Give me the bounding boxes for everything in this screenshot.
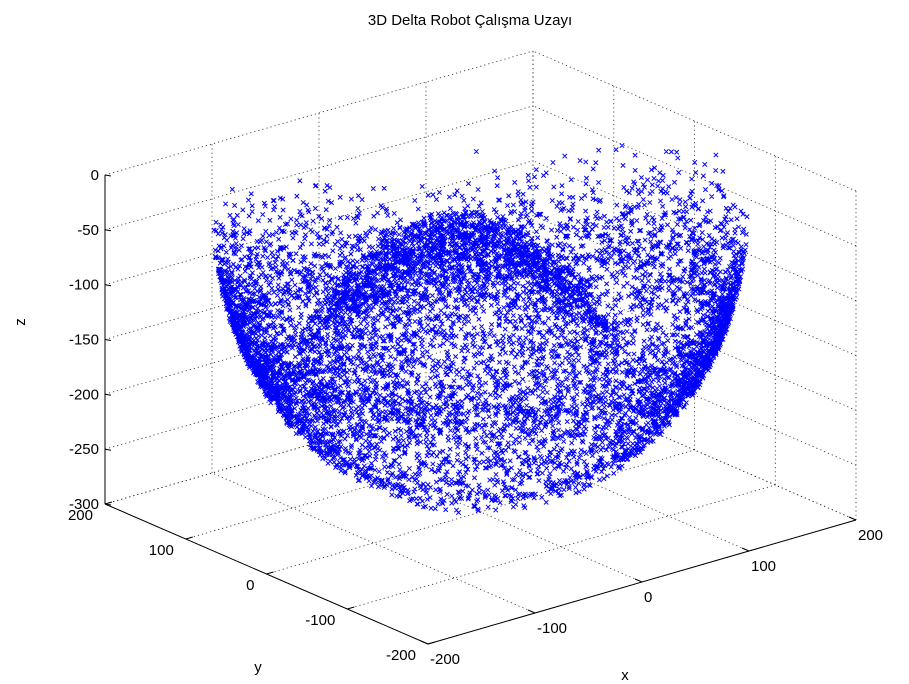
y-tick-mark [347, 606, 355, 610]
x-tick-label: -200 [430, 651, 460, 668]
z-tick-labels: -300 -250 -200 -150 -100 -50 0 [69, 167, 112, 513]
z-tick-label: -250 [69, 441, 99, 458]
x-tick-labels: -200 -100 0 100 200 [420, 516, 883, 668]
grid-line [532, 50, 857, 192]
x-tick-mark [848, 516, 857, 521]
z-axis-label: z [12, 318, 29, 326]
grid-line [104, 50, 534, 176]
y-axis-label: y [254, 659, 262, 676]
grid-line [104, 160, 534, 286]
scatter-markers [211, 143, 750, 516]
x-tick-mark [420, 640, 429, 645]
x-tick-mark [527, 609, 536, 614]
grid-line [104, 105, 534, 231]
x-tick-label: 200 [858, 527, 883, 544]
z-tick-mark [104, 174, 112, 177]
y-tick-label: 0 [246, 577, 254, 594]
y-tick-mark [104, 501, 113, 505]
y-tick-mark [185, 536, 193, 540]
z-tick-label: -200 [69, 386, 99, 403]
x-tick-mark [741, 547, 750, 552]
z-tick-label: -50 [77, 222, 99, 239]
x-axis-label: x [621, 667, 629, 684]
z-tick-mark [104, 448, 112, 451]
x-tick-label: 0 [644, 589, 652, 606]
y-tick-label: -100 [305, 612, 335, 629]
x-tick-label: -100 [537, 620, 567, 637]
z-tick-mark [104, 229, 112, 232]
z-tick-label: -300 [69, 496, 99, 513]
y-tick-label: 100 [149, 542, 174, 559]
z-tick-label: -150 [69, 332, 99, 349]
y-tick-mark [266, 571, 274, 575]
data-series [211, 143, 750, 516]
z-tick-label: 0 [91, 167, 99, 184]
z-tick-label: -100 [69, 277, 99, 294]
x-tick-label: 100 [751, 558, 776, 575]
z-tick-mark [104, 284, 112, 287]
y-tick-label: 200 [68, 507, 93, 524]
grid-line [266, 449, 695, 575]
grid-line [347, 484, 776, 610]
z-tick-mark [104, 339, 112, 341]
y-tick-mark [427, 641, 436, 645]
chart-title: 3D Delta Robot Çalışma Uzayı [368, 12, 572, 29]
y-tick-label: -200 [386, 647, 416, 664]
y-tick-labels: -200 -100 0 100 200 [68, 501, 436, 664]
x-tick-mark [634, 578, 643, 583]
z-tick-mark [104, 393, 112, 396]
